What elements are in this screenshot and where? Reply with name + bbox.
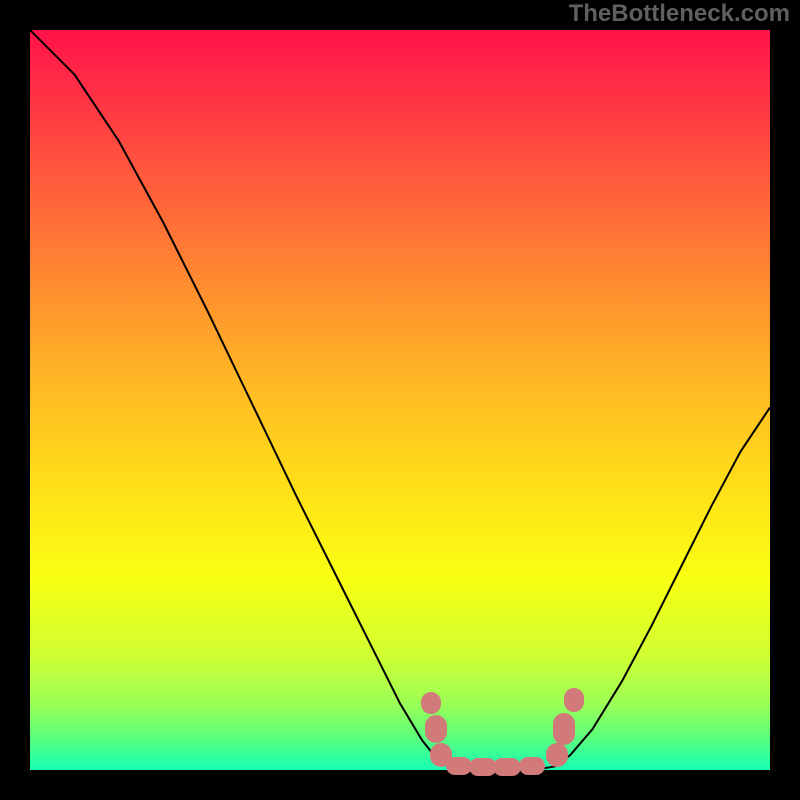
marker-left-2 — [421, 692, 441, 714]
marker-bottom-3 — [519, 757, 545, 775]
marker-right-1 — [553, 713, 575, 745]
marker-bottom-2 — [493, 758, 521, 776]
watermark-text: TheBottleneck.com — [569, 0, 790, 28]
chart-canvas: TheBottleneck.com — [0, 0, 800, 800]
marker-layer — [30, 30, 770, 770]
marker-right-0 — [546, 743, 568, 767]
marker-left-1 — [425, 715, 447, 743]
marker-right-2 — [564, 688, 584, 712]
plot-area — [30, 30, 770, 770]
